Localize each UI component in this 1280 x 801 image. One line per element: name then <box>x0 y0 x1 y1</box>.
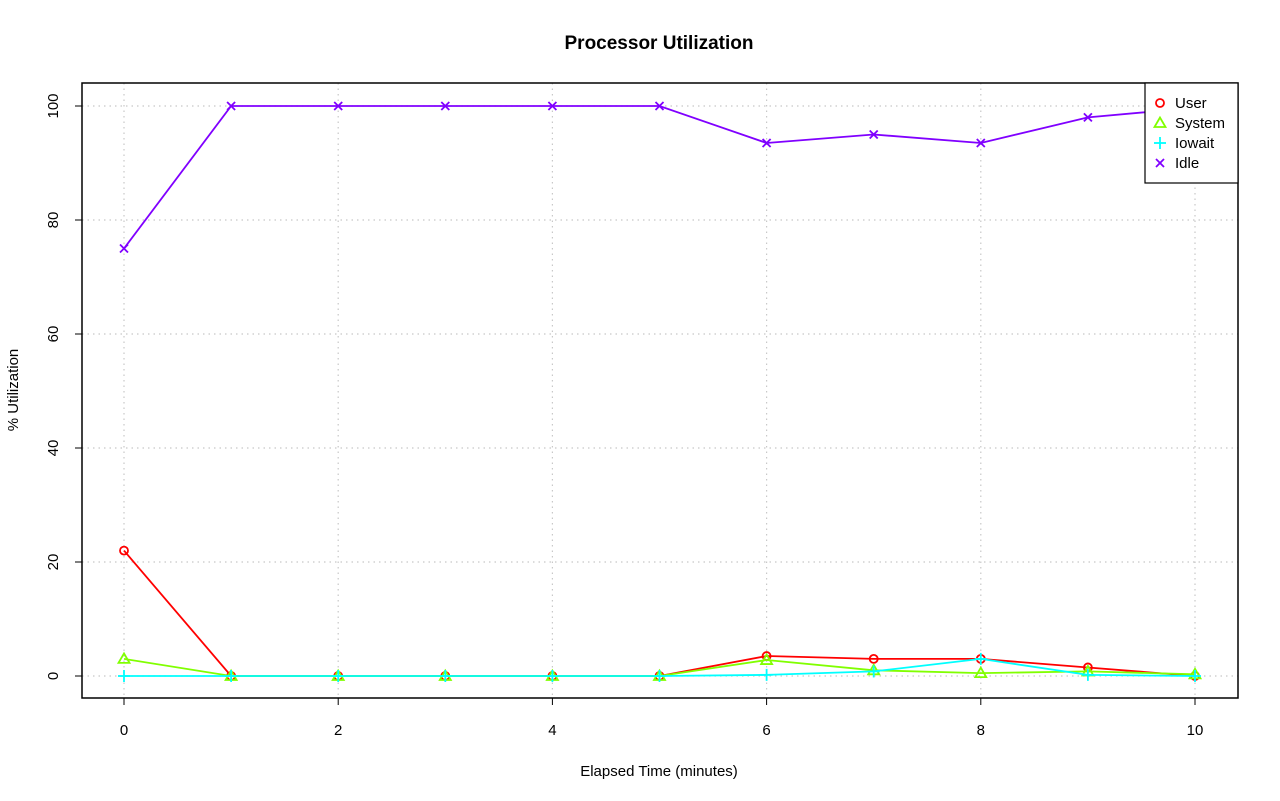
legend-label-system: System <box>1175 115 1225 132</box>
marker-cross-b <box>654 101 665 111</box>
data-point-iowait <box>867 665 880 678</box>
marker-cross-b <box>333 101 343 111</box>
marker-circle <box>1155 98 1165 108</box>
data-point-idle <box>547 101 558 111</box>
series-line-user <box>123 550 1196 677</box>
data-point-idle <box>226 101 236 111</box>
data-point-iowait <box>653 670 666 682</box>
marker-cross-b <box>226 101 236 111</box>
marker-cross-b <box>547 101 558 111</box>
series-group <box>116 101 1203 682</box>
x-tick-label: 0 <box>120 722 128 739</box>
legend-item-idle: Idle <box>1155 155 1199 172</box>
data-point-user <box>868 654 879 664</box>
y-tick-label: 60 <box>45 326 62 343</box>
marker-cross-b <box>1155 158 1165 168</box>
x-axis: 0 2 4 6 8 10 <box>120 698 1204 739</box>
y-axis-label: % Utilization <box>5 349 22 432</box>
series-idle <box>119 101 1200 254</box>
x-tick-label: 4 <box>548 722 556 739</box>
y-tick-label: 80 <box>45 212 62 229</box>
marker-circle <box>868 654 879 664</box>
series-iowait <box>118 652 1201 682</box>
y-tick-label: 40 <box>45 440 62 457</box>
series-line-idle <box>123 105 1196 250</box>
marker-cross-b <box>761 138 772 148</box>
legend-label-iowait: Iowait <box>1175 135 1215 152</box>
y-tick-label: 20 <box>45 554 62 571</box>
data-point-idle <box>654 101 665 111</box>
plot-frame <box>81 82 1239 699</box>
data-point-system <box>973 665 988 679</box>
y-axis: 0 20 40 60 80 100 <box>45 93 82 680</box>
x-tick-label: 6 <box>762 722 770 739</box>
data-point-iowait <box>974 652 987 665</box>
series-user <box>119 545 1200 681</box>
marker-cross-b <box>119 243 129 254</box>
data-point-idle <box>976 138 986 148</box>
data-point-system <box>759 652 774 665</box>
data-point-iowait <box>1081 668 1094 681</box>
marker-circle <box>119 545 129 556</box>
marker-triangle <box>973 665 988 679</box>
chart-title: Processor Utilization <box>565 33 754 54</box>
data-point-iowait <box>439 670 452 682</box>
legend-label-idle: Idle <box>1175 155 1199 172</box>
data-point-idle <box>869 129 879 140</box>
x-tick-label: 2 <box>334 722 342 739</box>
data-point-iowait <box>225 670 238 682</box>
data-point-iowait <box>332 670 345 682</box>
x-tick-label: 8 <box>977 722 985 739</box>
y-tick-label: 100 <box>45 93 62 118</box>
marker-cross-b <box>976 138 986 148</box>
marker-cross-b <box>869 129 879 140</box>
grid <box>82 83 1238 698</box>
legend: User System Iowait Idle <box>1144 82 1239 184</box>
data-point-idle <box>333 101 343 111</box>
data-point-iowait <box>760 668 773 681</box>
data-point-idle <box>119 243 129 254</box>
data-point-iowait <box>546 670 559 682</box>
marker-cross-b <box>1083 112 1093 123</box>
marker-cross-b <box>440 101 450 111</box>
legend-symbol-user <box>1155 98 1165 108</box>
marker-triangle <box>116 651 132 664</box>
legend-symbol-system <box>1152 115 1168 128</box>
x-axis-label: Elapsed Time (minutes) <box>580 763 738 780</box>
legend-symbol-iowait <box>1154 137 1166 149</box>
legend-item-user: User <box>1155 95 1207 112</box>
data-point-idle <box>761 138 772 148</box>
legend-symbol-idle <box>1155 158 1165 168</box>
legend-item-iowait: Iowait <box>1154 135 1215 152</box>
x-tick-label: 10 <box>1187 722 1204 739</box>
data-point-system <box>116 651 132 664</box>
marker-triangle <box>759 652 774 665</box>
data-point-iowait <box>118 670 130 682</box>
data-point-user <box>119 545 129 556</box>
legend-item-system: System <box>1152 115 1225 132</box>
y-tick-label: 0 <box>45 672 62 680</box>
data-point-idle <box>1083 112 1093 123</box>
data-point-iowait <box>1189 670 1201 682</box>
data-point-idle <box>440 101 450 111</box>
legend-label-user: User <box>1175 95 1207 112</box>
marker-triangle <box>1152 115 1168 128</box>
